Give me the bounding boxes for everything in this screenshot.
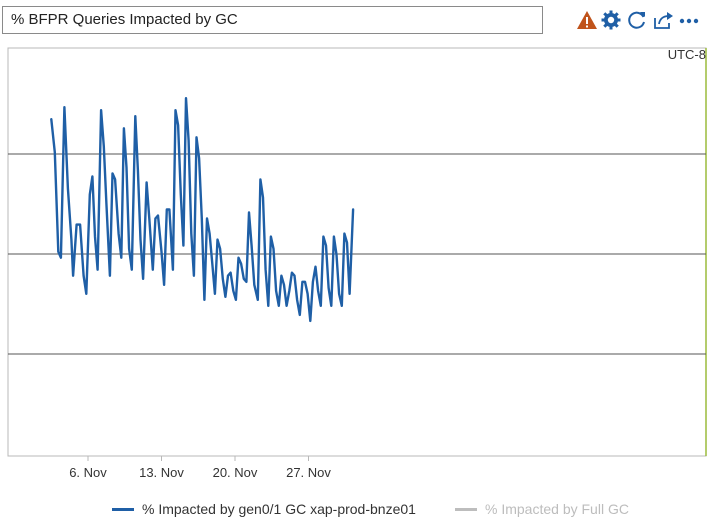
legend-swatch-gen01-gc (112, 507, 134, 511)
chart-legend: % Impacted by gen0/1 GC xap-prod-bnze01 … (0, 498, 719, 522)
x-tick-label: 20. Nov (213, 465, 258, 480)
warning-icon[interactable] (576, 9, 598, 31)
legend-label-full-gc: % Impacted by Full GC (485, 501, 629, 517)
legend-item-full-gc[interactable]: % Impacted by Full GC (455, 501, 629, 517)
plot-frame (7, 47, 707, 457)
legend-swatch-full-gc (455, 507, 477, 511)
settings-gear-icon[interactable] (600, 9, 622, 31)
panel-title[interactable]: % BFPR Queries Impacted by GC (2, 6, 543, 34)
more-icon[interactable] (678, 9, 700, 31)
legend-label-gen01-gc: % Impacted by gen0/1 GC xap-prod-bnze01 (142, 501, 416, 517)
share-icon[interactable] (652, 9, 674, 31)
x-tick-label: 13. Nov (139, 465, 184, 480)
timezone-label: UTC-8 (667, 47, 706, 62)
x-tick-label: 6. Nov (69, 465, 107, 480)
panel-toolbar (576, 9, 716, 31)
line-chart: 6. Nov 13. Nov 20. Nov 27. Nov (7, 47, 707, 480)
legend-item-gen01-gc[interactable]: % Impacted by gen0/1 GC xap-prod-bnze01 (112, 501, 416, 517)
refresh-icon[interactable] (626, 9, 648, 31)
x-tick-label: 27. Nov (286, 465, 331, 480)
series-line-gen01-gc (50, 97, 355, 323)
